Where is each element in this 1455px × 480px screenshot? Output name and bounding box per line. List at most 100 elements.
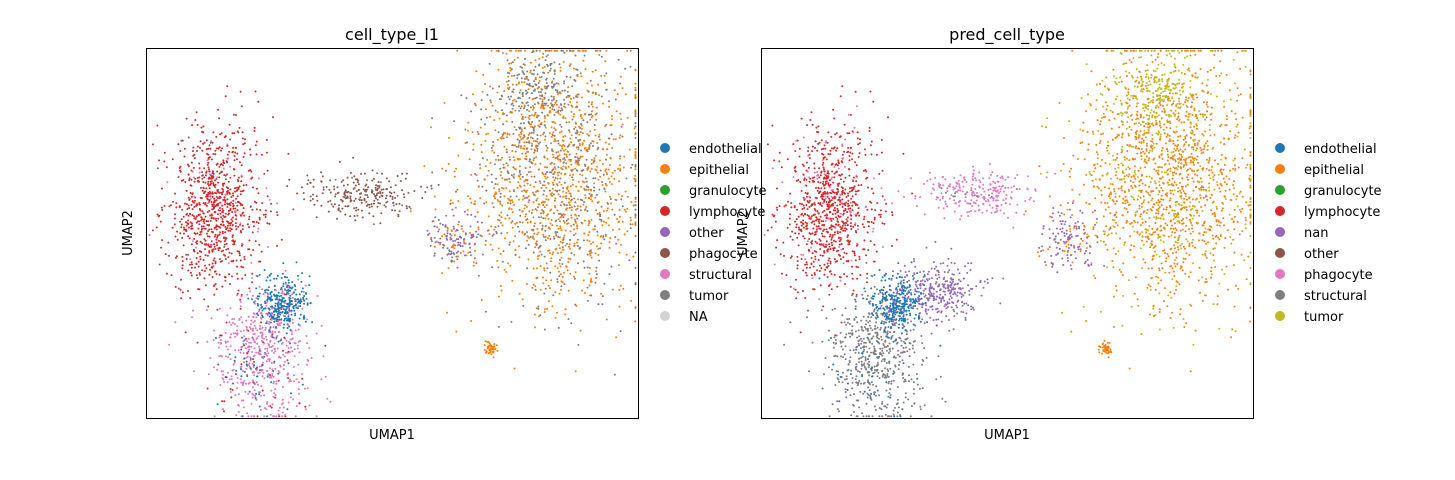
- scatter-point: [349, 195, 352, 198]
- scatter-point: [268, 320, 271, 323]
- scatter-point: [589, 250, 592, 253]
- scatter-point: [813, 208, 816, 210]
- scatter-point: [243, 361, 245, 364]
- scatter-point: [241, 321, 244, 324]
- scatter-point: [532, 105, 534, 107]
- scatter-point: [216, 235, 219, 237]
- scatter-point: [201, 149, 204, 152]
- scatter-point: [242, 340, 245, 343]
- scatter-point: [181, 291, 184, 294]
- scatter-point: [282, 262, 285, 265]
- scatter-point: [568, 243, 571, 246]
- scatter-point: [210, 244, 213, 247]
- scatter-point: [558, 189, 561, 192]
- scatter-point: [829, 226, 832, 229]
- scatter-point: [514, 144, 517, 147]
- scatter-point: [217, 189, 220, 191]
- scatter-point: [572, 173, 575, 176]
- scatter-point: [232, 332, 235, 335]
- scatter-point: [271, 330, 274, 333]
- scatter-point: [388, 180, 391, 183]
- scatter-point: [235, 189, 238, 192]
- scatter-point: [243, 357, 246, 360]
- scatter-point: [874, 209, 877, 211]
- scatter-point: [270, 381, 273, 384]
- scatter-point: [583, 54, 586, 57]
- scatter-point: [174, 321, 177, 324]
- scatter-point: [301, 307, 304, 310]
- scatter-point: [281, 298, 284, 301]
- scatter-point: [280, 311, 283, 314]
- scatter-point: [629, 216, 632, 219]
- scatter-point: [290, 313, 293, 316]
- scatter-point: [508, 177, 511, 180]
- scatter-point: [377, 181, 380, 183]
- scatter-point: [572, 115, 575, 118]
- scatter-point: [437, 183, 440, 186]
- scatter-point: [524, 196, 527, 199]
- scatter-point: [209, 268, 212, 271]
- scatter-point: [794, 150, 797, 152]
- scatter-point: [802, 269, 805, 272]
- scatter-point: [543, 184, 546, 187]
- scatter-point: [521, 115, 524, 118]
- scatter-point: [588, 148, 590, 151]
- scatter-point: [216, 176, 219, 179]
- scatter-point: [579, 138, 582, 141]
- scatter-point: [181, 264, 184, 267]
- scatter-point: [280, 306, 283, 309]
- scatter-point: [191, 200, 194, 202]
- scatter-point: [825, 240, 828, 243]
- scatter-point: [206, 224, 209, 226]
- scatter-point: [252, 380, 255, 383]
- scatter-point: [226, 85, 229, 88]
- scatter-point: [529, 235, 532, 238]
- scatter-point: [578, 157, 581, 160]
- scatter-point: [528, 158, 531, 161]
- scatter-point: [519, 107, 522, 110]
- scatter-point: [457, 238, 460, 240]
- scatter-point: [508, 133, 511, 136]
- scatter-point: [477, 274, 480, 277]
- scatter-point: [535, 244, 538, 247]
- scatter-point: [838, 136, 841, 139]
- scatter-point: [582, 119, 585, 122]
- scatter-point: [850, 189, 853, 192]
- scatter-point: [202, 187, 205, 190]
- scatter-point: [493, 195, 496, 198]
- scatter-point: [283, 300, 286, 303]
- scatter-point: [531, 142, 533, 145]
- scatter-point: [242, 156, 245, 158]
- scatter-point: [276, 322, 279, 325]
- scatter-point: [172, 200, 174, 203]
- scatter-point: [798, 147, 801, 150]
- scatter-point: [456, 244, 459, 247]
- scatter-point: [590, 167, 593, 170]
- scatter-point: [193, 199, 196, 202]
- scatter-point: [275, 382, 278, 385]
- scatter-point: [532, 131, 535, 134]
- scatter-point: [221, 400, 224, 403]
- scatter-point: [493, 343, 496, 346]
- scatter-point: [276, 244, 278, 247]
- scatter-point: [844, 283, 846, 285]
- scatter-point: [254, 240, 257, 243]
- scatter-point: [363, 172, 366, 175]
- scatter-point: [202, 202, 205, 205]
- scatter-point: [409, 210, 412, 213]
- scatter-point: [148, 234, 151, 236]
- scatter-point: [467, 121, 470, 124]
- scatter-point: [599, 169, 602, 172]
- scatter-point: [261, 305, 264, 308]
- scatter-point: [524, 215, 527, 218]
- scatter-point: [202, 220, 205, 223]
- scatter-point: [187, 196, 190, 199]
- scatter-point: [394, 184, 397, 187]
- scatter-point: [189, 191, 192, 194]
- scatter-point: [626, 116, 629, 119]
- scatter-point: [279, 302, 282, 305]
- scatter-point: [206, 254, 209, 257]
- scatter-point: [218, 233, 221, 236]
- scatter-point: [287, 340, 290, 343]
- scatter-point: [557, 227, 560, 230]
